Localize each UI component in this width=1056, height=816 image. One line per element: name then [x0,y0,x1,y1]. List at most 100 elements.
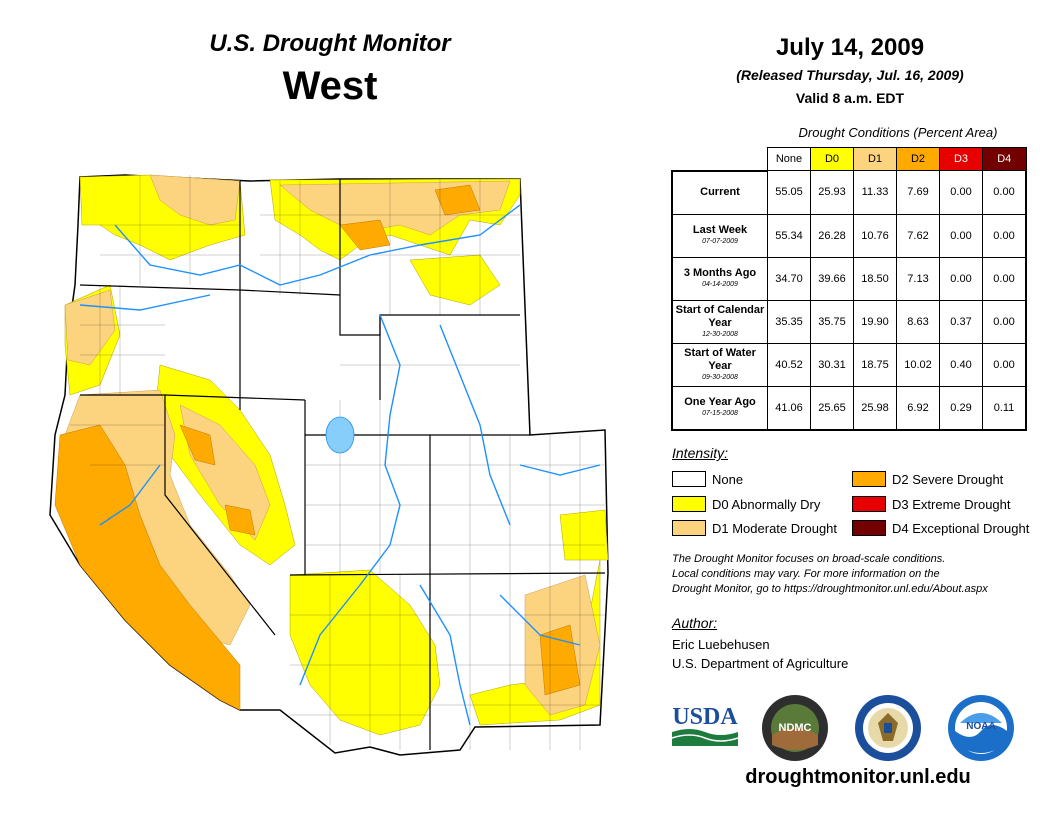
svg-text:USDA: USDA [672,704,738,730]
table-row: Last Week 07-07-2009 55.34 26.28 10.76 7.… [671,213,1027,258]
legend-swatch [672,496,706,512]
author-name: Eric Luebehusen [672,637,770,652]
rivers [79,204,601,726]
table-cell: 7.69 [896,170,940,215]
ndmc-logo: NDMC [762,695,828,761]
us-commerce-seal [855,695,921,761]
table-row: Start of Calendar Year 12-30-2008 35.35 3… [671,299,1027,344]
table-cell: 55.34 [767,213,811,258]
table-cell: 25.65 [810,385,854,431]
valid-time: Valid 8 a.m. EDT [795,90,905,106]
table-row: Start of Water Year 09-30-2008 40.52 30.3… [671,342,1027,387]
legend-swatch [672,520,706,536]
legend-item-d2: D2 Severe Drought [852,471,1003,487]
map-title: U.S. Drought Monitor [209,30,451,57]
table-header-row: None D0 D1 D2 D3 D4 [672,147,1027,172]
column-header: D4 [982,147,1027,171]
column-header: D2 [896,147,940,171]
drought-map [49,174,609,756]
legend-label: D2 Severe Drought [892,471,1004,487]
table-cell: 18.50 [853,256,897,301]
table-cell: 41.06 [767,385,811,431]
table-cell: 0.37 [939,299,983,344]
row-label: Start of Water Year 09-30-2008 [671,342,768,387]
table-cell: 0.11 [982,385,1027,431]
row-label: 3 Months Ago 04-14-2009 [671,256,768,301]
legend-item-d3: D3 Extreme Drought [852,496,1011,512]
table-cell: 7.62 [896,213,940,258]
table-corner [672,147,768,172]
table-row: 3 Months Ago 04-14-2009 34.70 39.66 18.50… [671,256,1027,301]
legend-label: D3 Extreme Drought [892,496,1011,512]
author-title: Author: [672,615,718,631]
legend-swatch [852,496,886,512]
table-cell: 35.75 [810,299,854,344]
column-header: D0 [810,147,854,171]
table-cell: 25.93 [810,170,854,215]
table-cell: 10.02 [896,342,940,387]
table-cell: 0.00 [982,213,1027,258]
table-cell: 6.92 [896,385,940,431]
table-cell: 0.00 [939,256,983,301]
legend-item-d4: D4 Exceptional Drought [852,520,1029,536]
usda-logo: USDA [671,704,738,746]
map-date: July 14, 2009 [775,34,925,61]
table-cell: 7.13 [896,256,940,301]
row-label: Current [671,170,768,215]
row-label: Start of Calendar Year 12-30-2008 [671,299,768,344]
table-cell: 18.75 [853,342,897,387]
table-cell: 0.29 [939,385,983,431]
conditions-title: Drought Conditions (Percent Area) [798,125,998,140]
legend-label: D4 Exceptional Drought [892,520,1030,536]
legend-label: D0 Abnormally Dry [712,496,821,512]
table-cell: 35.35 [767,299,811,344]
table-cell: 39.66 [810,256,854,301]
drought-conditions-table: None D0 D1 D2 D3 D4 Current 55.05 25.93 … [671,147,1027,431]
column-header: D1 [853,147,897,171]
region-title: West [282,64,378,108]
legend-label: D1 Moderate Drought [712,520,838,536]
author-organization: U.S. Department of Agriculture [672,656,849,671]
legend-swatch [672,471,706,487]
table-cell: 0.00 [982,256,1027,301]
table-cell: 0.00 [982,170,1027,215]
table-cell: 0.00 [939,170,983,215]
drought-monitor-note: The Drought Monitor focuses on broad-sca… [672,552,1042,597]
table-cell: 40.52 [767,342,811,387]
note-link[interactable]: Drought Monitor, go to https://droughtmo… [672,583,988,595]
column-header: D3 [939,147,983,171]
table-row: Current 55.05 25.93 11.33 7.69 0.00 0.00 [671,170,1027,215]
note-line: Local conditions may vary. For more info… [672,568,940,580]
table-cell: 11.33 [853,170,897,215]
legend-swatch [852,520,886,536]
table-cell: 30.31 [810,342,854,387]
great-salt-lake [325,416,355,454]
table-cell: 55.05 [767,170,811,215]
table-cell: 19.90 [853,299,897,344]
noaa-logo: NOAA [948,695,1014,761]
legend-item-none: None [672,471,743,487]
legend-swatch [852,471,886,487]
table-cell: 34.70 [767,256,811,301]
county-lines [70,175,605,750]
table-cell: 25.98 [853,385,897,431]
legend-label: None [712,471,744,487]
column-header: None [767,147,811,171]
table-row: One Year Ago 07-15-2008 41.06 25.65 25.98… [671,385,1027,431]
svg-text:NDMC: NDMC [779,722,812,734]
row-label: One Year Ago 07-15-2008 [671,385,768,431]
note-line: The Drought Monitor focuses on broad-sca… [672,553,946,565]
table-cell: 0.00 [939,213,983,258]
d2-areas [54,184,581,711]
release-date: (Released Thursday, Jul. 16, 2009) [736,67,964,83]
row-label: Last Week 07-07-2009 [671,213,768,258]
table-cell: 0.00 [982,299,1027,344]
website-link[interactable]: droughtmonitor.unl.edu [745,766,971,788]
legend-title: Intensity: [672,445,729,461]
legend-item-d1: D1 Moderate Drought [672,520,837,536]
table-cell: 26.28 [810,213,854,258]
table-cell: 10.76 [853,213,897,258]
legend-item-d0: D0 Abnormally Dry [672,496,820,512]
svg-text:NOAA: NOAA [966,721,995,732]
table-cell: 0.40 [939,342,983,387]
